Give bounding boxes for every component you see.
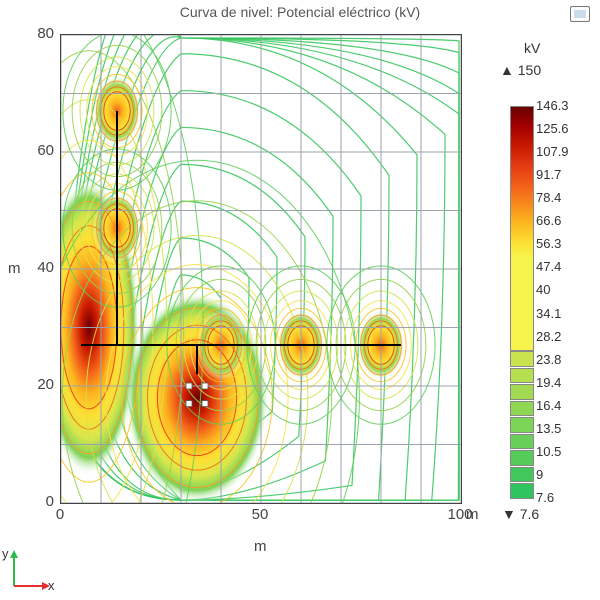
colorbar-tick: 91.7 [536, 167, 561, 182]
x-axis-letter: x [48, 578, 55, 593]
colorbar-tick: 10.5 [536, 444, 561, 459]
y-tick: 20 [24, 376, 54, 393]
colorbar-tick: 16.4 [536, 398, 561, 413]
colorbar-tick: 125.6 [536, 121, 569, 136]
colorbar-tick: 23.8 [536, 352, 561, 367]
colorbar-tick: 13.5 [536, 421, 561, 436]
colorbar-tick: 47.4 [536, 259, 561, 274]
y-axis-letter: y [2, 546, 9, 561]
colorbar: 146.3125.6107.991.778.466.656.347.44034.… [510, 106, 532, 498]
colorbar-min-label: ▼ 7.6 [502, 506, 539, 522]
y-tick: 40 [24, 259, 54, 276]
plot-area [60, 34, 462, 504]
x-axis-unit-bottom: m [254, 538, 267, 555]
window-icon [570, 6, 590, 22]
colorbar-tick: 28.2 [536, 329, 561, 344]
colorbar-tick: 78.4 [536, 190, 561, 205]
colorbar-tick: 34.1 [536, 306, 561, 321]
x-tick: 50 [245, 506, 275, 523]
y-tick: 60 [24, 142, 54, 159]
colorbar-tick: 66.6 [536, 213, 561, 228]
colorbar-tick: 56.3 [536, 236, 561, 251]
colorbar-max-label: ▲ 150 [500, 62, 541, 78]
x-axis-unit-right: m [466, 506, 479, 523]
y-tick: 80 [24, 25, 54, 42]
colorbar-tick: 19.4 [536, 375, 561, 390]
colorbar-tick: 9 [536, 467, 543, 482]
colorbar-tick: 40 [536, 282, 550, 297]
figure: Curva de nivel: Potencial eléctrico (kV)… [0, 0, 600, 600]
orientation-axes-icon: y x [2, 542, 58, 598]
y-axis-unit-upper: m [8, 260, 21, 277]
plot-title: Curva de nivel: Potencial eléctrico (kV) [0, 4, 600, 20]
colorbar-tick: 107.9 [536, 144, 569, 159]
colorbar-tick: 7.6 [536, 490, 554, 505]
x-tick: 0 [45, 506, 75, 523]
colorbar-title: kV [524, 40, 540, 56]
colorbar-tick: 146.3 [536, 98, 569, 113]
plot-svg [61, 35, 461, 503]
